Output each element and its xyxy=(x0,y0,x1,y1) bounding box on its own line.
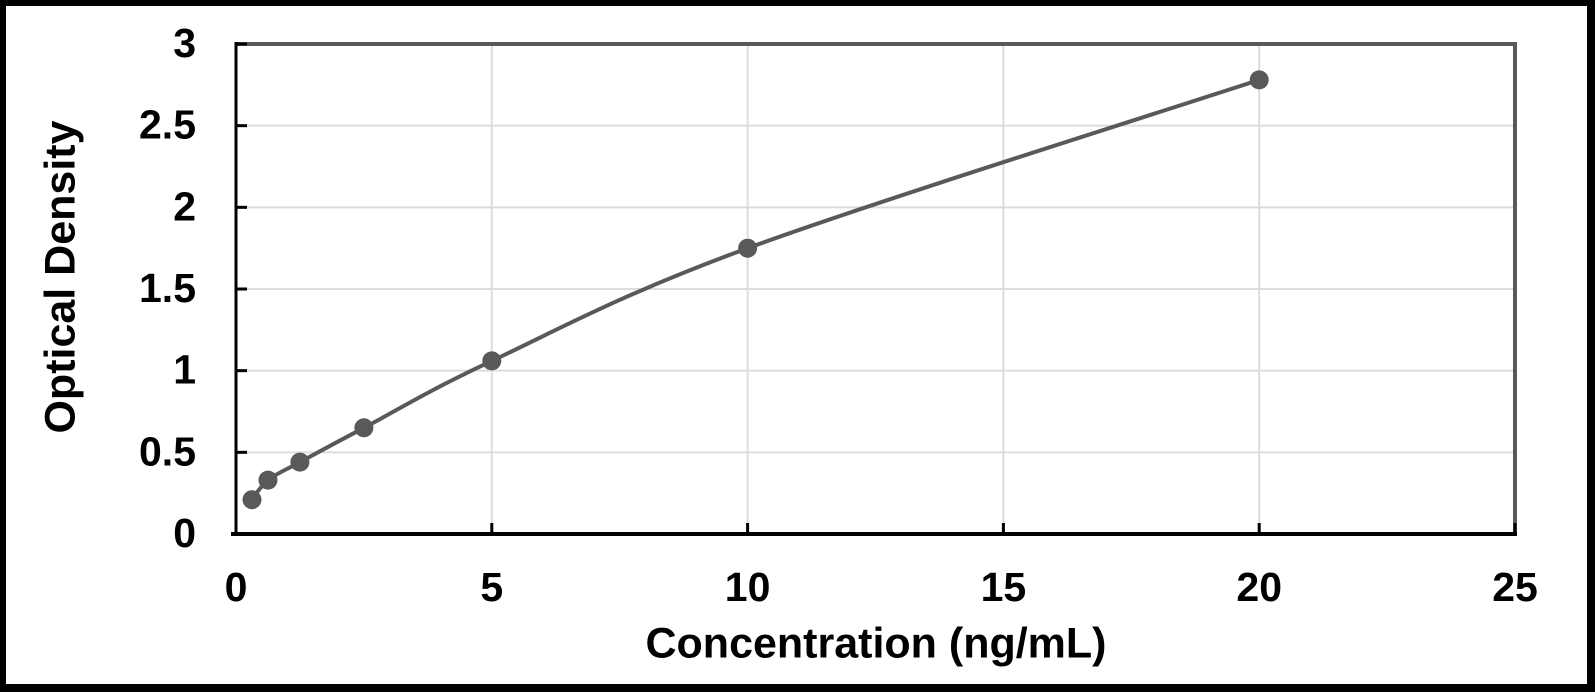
x-tick-label: 0 xyxy=(225,564,248,610)
y-tick-label: 2 xyxy=(173,183,196,229)
y-tick-label: 2.5 xyxy=(139,102,196,148)
figure-background xyxy=(6,6,1587,684)
data-point-marker xyxy=(1249,70,1269,90)
data-point-marker xyxy=(258,470,278,490)
plot-border xyxy=(234,42,1517,534)
data-point-marker xyxy=(738,238,758,258)
y-axis-title: Optical Density xyxy=(36,120,85,434)
y-tick-label: 0.5 xyxy=(139,428,196,474)
data-point-marker xyxy=(482,351,502,371)
y-tick-label: 3 xyxy=(173,20,196,66)
x-tick-label: 10 xyxy=(725,564,771,610)
y-tick-label: 1 xyxy=(173,347,196,393)
x-tick-label: 15 xyxy=(981,564,1027,610)
x-axis-title: Concentration (ng/mL) xyxy=(645,619,1107,668)
x-tick-label: 5 xyxy=(480,564,503,610)
y-tick-label: 1.5 xyxy=(139,265,196,311)
data-point-marker xyxy=(354,418,374,438)
x-tick-label: 25 xyxy=(1492,564,1538,610)
y-tick-label: 0 xyxy=(173,510,196,556)
x-tick-label: 20 xyxy=(1236,564,1282,610)
data-point-marker xyxy=(290,452,310,472)
data-point-marker xyxy=(242,490,262,510)
